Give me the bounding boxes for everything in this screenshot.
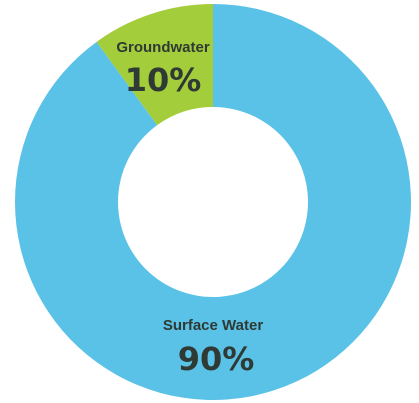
- donut-slices: [14, 4, 411, 401]
- slice-labels: Surface Water 90% Groundwater 10%: [116, 39, 263, 378]
- slice-value-groundwater: 10%: [125, 61, 202, 99]
- slice-surface-water: [14, 4, 411, 401]
- slice-groundwater: [96, 4, 213, 126]
- slice-label-surface-water: Surface Water: [163, 317, 263, 334]
- slice-value-surface-water: 90%: [178, 340, 255, 378]
- slice-label-groundwater: Groundwater: [116, 39, 210, 56]
